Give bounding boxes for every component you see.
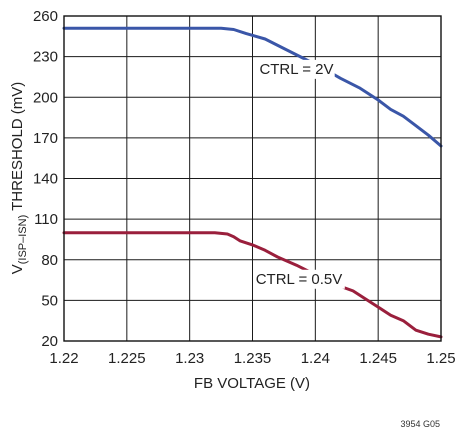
x-tick-labels: 1.22 1.225 1.23 1.235 1.24 1.245 1.25 xyxy=(49,350,455,367)
series-line-1 xyxy=(62,231,443,339)
y-tick-label: 170 xyxy=(33,130,58,147)
y-tick-label: 230 xyxy=(33,49,58,66)
y-tick-label: 50 xyxy=(41,292,58,309)
y-tick-label: 110 xyxy=(34,211,58,228)
x-tick-label: 1.245 xyxy=(359,350,397,367)
x-tick-label: 1.225 xyxy=(108,350,146,367)
series-label-1: CTRL = 0.5V xyxy=(256,271,343,288)
y-axis-label: V(ISP–ISN) THRESHOLD (mV) xyxy=(9,82,29,275)
x-tick-label: 1.23 xyxy=(175,350,204,367)
series-label-0: CTRL = 2V xyxy=(259,61,333,78)
x-tick-label: 1.25 xyxy=(426,350,455,367)
annotations: CTRL = 2V CTRL = 0.5V xyxy=(253,59,345,289)
figure-id: 3954 G05 xyxy=(400,419,440,429)
y-tick-label: 140 xyxy=(33,171,58,188)
y-tick-label: 260 xyxy=(33,8,58,25)
x-tick-label: 1.22 xyxy=(49,350,78,367)
annotation-bg-0 xyxy=(258,59,335,79)
y-tick-label: 80 xyxy=(41,252,58,269)
grid xyxy=(63,15,442,342)
x-tick-label: 1.24 xyxy=(301,350,330,367)
annotation-bg-1 xyxy=(253,269,345,289)
y-tick-label: 200 xyxy=(33,89,58,106)
y-tick-label: 20 xyxy=(41,333,58,350)
x-tick-label: 1.235 xyxy=(234,350,272,367)
y-axis-label-prefix: V xyxy=(9,264,26,274)
y-tick-labels: 20 50 80 110 140 170 200 230 260 xyxy=(33,8,58,350)
x-axis-label: FB VOLTAGE (V) xyxy=(194,375,310,392)
plot-frame xyxy=(63,15,442,342)
y-axis-label-rest: THRESHOLD (mV) xyxy=(9,82,26,215)
y-axis-label-subscript: (ISP–ISN) xyxy=(17,215,29,265)
